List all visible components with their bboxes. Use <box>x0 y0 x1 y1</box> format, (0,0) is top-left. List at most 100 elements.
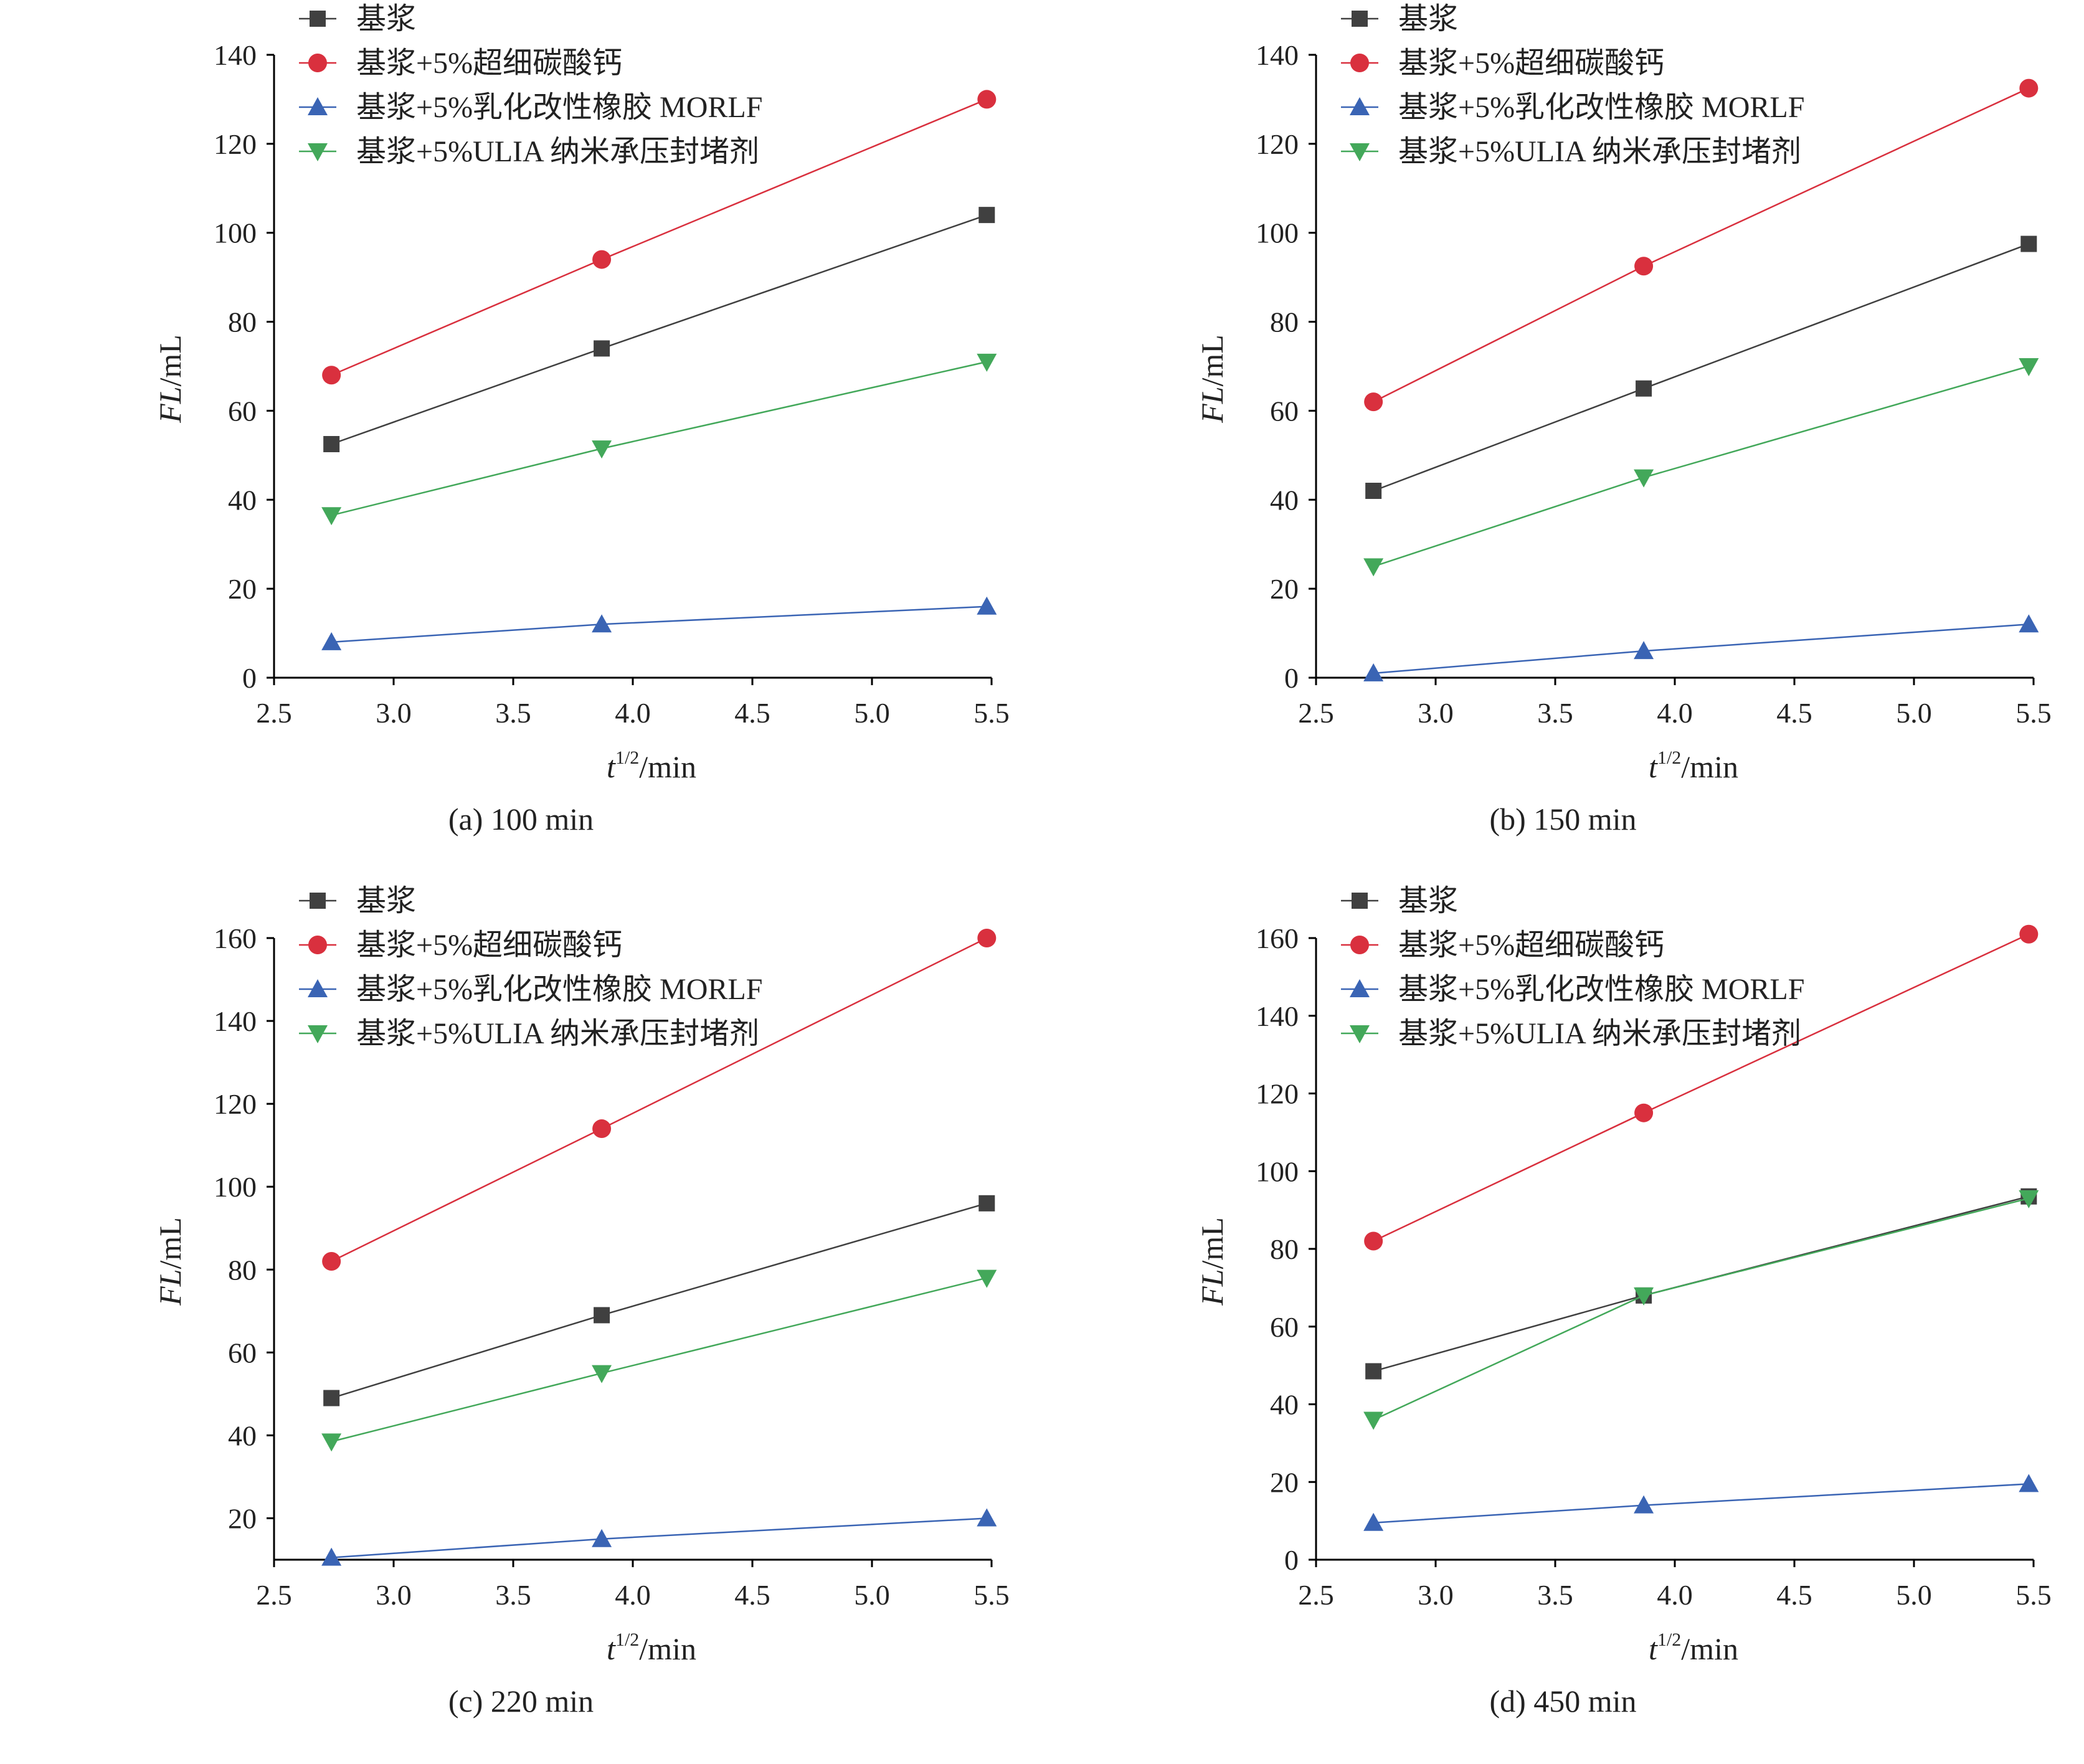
data-point <box>321 632 342 650</box>
y-tick-label: 60 <box>1270 395 1299 427</box>
chart-a-svg: 0 20 40 60 80 100 120 140 2.5 3.0 3.5 4.0 4.5 5.0 5.5 t… <box>153 2 1010 784</box>
data-point <box>1364 1231 1383 1251</box>
data-point <box>323 436 340 452</box>
data-point <box>1634 1103 1654 1122</box>
x-tick-label: 2.5 <box>1298 1579 1334 1611</box>
legend-marker <box>308 979 328 997</box>
y-tick-label: 80 <box>1270 1233 1299 1265</box>
x-tick-label: 5.5 <box>973 1579 1010 1611</box>
x-axis-title: t1/2/min <box>607 747 696 784</box>
data-point <box>977 596 997 615</box>
series-line <box>331 1517 987 1558</box>
series-line <box>331 214 987 445</box>
data-point <box>322 1251 341 1271</box>
data-point <box>592 1365 612 1383</box>
y-tick-label: 40 <box>1270 1389 1299 1421</box>
series-line <box>1373 624 2029 675</box>
legend-marker <box>1350 143 1370 161</box>
y-tick-label: 0 <box>1284 662 1299 694</box>
legend-label: 基浆+5%乳化改性橡胶 MORLF <box>1398 91 1804 124</box>
y-tick-label: 100 <box>214 1171 257 1203</box>
data-point <box>594 340 610 357</box>
data-point <box>321 1433 342 1452</box>
data-point <box>321 1547 342 1566</box>
x-tick-label: 5.5 <box>2015 697 2052 729</box>
series-3 <box>321 1269 997 1452</box>
series-line <box>331 605 987 643</box>
series-0 <box>1365 1188 2037 1380</box>
x-tick-label: 3.5 <box>495 697 531 729</box>
x-tick-label: 4.5 <box>1776 1579 1812 1611</box>
data-point <box>1636 380 1652 397</box>
legend-entry: 基浆+5%超细碳酸钙 <box>1341 47 1664 80</box>
x-tick-label: 5.5 <box>973 697 1010 729</box>
legend-entry: 基浆 <box>299 2 416 36</box>
x-tick-label: 3.5 <box>495 1579 531 1611</box>
series-line <box>331 361 987 516</box>
legend-entry: 基浆+5%超细碳酸钙 <box>1341 929 1664 962</box>
legend-marker <box>308 54 327 72</box>
legend-label: 基浆 <box>356 884 416 918</box>
series-line <box>1373 1197 2029 1421</box>
legend-entry: 基浆+5%超细碳酸钙 <box>299 47 622 80</box>
y-tick-label: 140 <box>1256 1000 1299 1032</box>
x-tick-label: 2.5 <box>256 1579 292 1611</box>
series-3 <box>1363 358 2039 577</box>
legend-entry: 基浆 <box>1341 884 1458 918</box>
legend-entry: 基浆 <box>1341 2 1458 36</box>
data-point <box>1363 1411 1384 1430</box>
y-axis-title: FL/mL <box>1195 1217 1229 1306</box>
legend-label: 基浆+5%乳化改性橡胶 MORLF <box>1398 973 1804 1006</box>
y-tick-label: 160 <box>214 922 257 954</box>
x-tick-label: 5.0 <box>1896 1579 1932 1611</box>
y-axis-title: FL/mL <box>153 334 187 424</box>
legend-entry: 基浆+5%ULIA 纳米承压封堵剂 <box>1341 1017 1801 1050</box>
series-1 <box>1364 78 2039 412</box>
legend-entry: 基浆+5%ULIA 纳米承压封堵剂 <box>1341 135 1801 168</box>
legend-entry: 基浆+5%ULIA 纳米承压封堵剂 <box>299 1017 759 1050</box>
data-point <box>323 1390 340 1406</box>
data-point <box>1634 469 1654 488</box>
series-line <box>1373 243 2029 492</box>
series-3 <box>321 353 997 526</box>
y-tick-label: 160 <box>1256 922 1299 954</box>
legend-label: 基浆+5%ULIA 纳米承压封堵剂 <box>356 135 759 168</box>
x-tick-label: 4.5 <box>734 697 770 729</box>
legend-entry: 基浆+5%乳化改性橡胶 MORLF <box>299 91 762 124</box>
legend-marker <box>308 936 327 954</box>
legend-marker <box>1350 979 1370 997</box>
x-tick-label: 3.0 <box>1418 1579 1454 1611</box>
y-tick-label: 140 <box>214 1005 257 1037</box>
y-tick-label: 80 <box>228 1254 257 1286</box>
legend-label: 基浆+5%乳化改性橡胶 MORLF <box>356 91 762 124</box>
data-point <box>1364 392 1383 412</box>
y-tick-label: 60 <box>1270 1311 1299 1343</box>
legend-marker <box>308 143 328 161</box>
y-tick-label: 20 <box>1270 573 1299 605</box>
y-tick-label: 20 <box>1270 1466 1299 1498</box>
x-axis-title: t1/2/min <box>1649 1629 1738 1666</box>
legend-marker <box>1352 11 1368 27</box>
x-tick-label: 4.0 <box>1657 1579 1693 1611</box>
data-point <box>592 250 612 269</box>
chart-c-svg: 20 40 60 80 100 120 140 160 2.5 3.0 3.5 4.0 4.5 5.0 5.… <box>153 884 1010 1666</box>
chart-panel-b: 0 20 40 60 80 100 120 140 2.5 3.0 3.5 4.0 4.5 5.0 5.5 t… <box>1042 0 2084 882</box>
legend-label: 基浆+5%ULIA 纳米承压封堵剂 <box>1398 135 1801 168</box>
data-point <box>1363 1512 1384 1531</box>
y-tick-label: 0 <box>242 662 257 694</box>
y-tick-label: 20 <box>228 573 257 605</box>
x-tick-label: 3.0 <box>1418 697 1454 729</box>
y-tick-label: 120 <box>214 1088 257 1120</box>
chart-caption: (d) 450 min <box>1489 1684 1637 1719</box>
y-tick-label: 40 <box>228 484 257 516</box>
x-tick-label: 3.5 <box>1537 697 1573 729</box>
x-tick-label: 2.5 <box>256 697 292 729</box>
legend-label: 基浆+5%超细碳酸钙 <box>356 47 622 80</box>
legend-entry: 基浆+5%乳化改性橡胶 MORLF <box>1341 91 1804 124</box>
series-2 <box>321 596 997 650</box>
legend-entry: 基浆+5%乳化改性橡胶 MORLF <box>299 973 762 1006</box>
data-point <box>1363 558 1384 577</box>
data-point <box>2019 78 2039 98</box>
legend-marker <box>1350 97 1370 115</box>
legend-label: 基浆 <box>1398 2 1458 36</box>
